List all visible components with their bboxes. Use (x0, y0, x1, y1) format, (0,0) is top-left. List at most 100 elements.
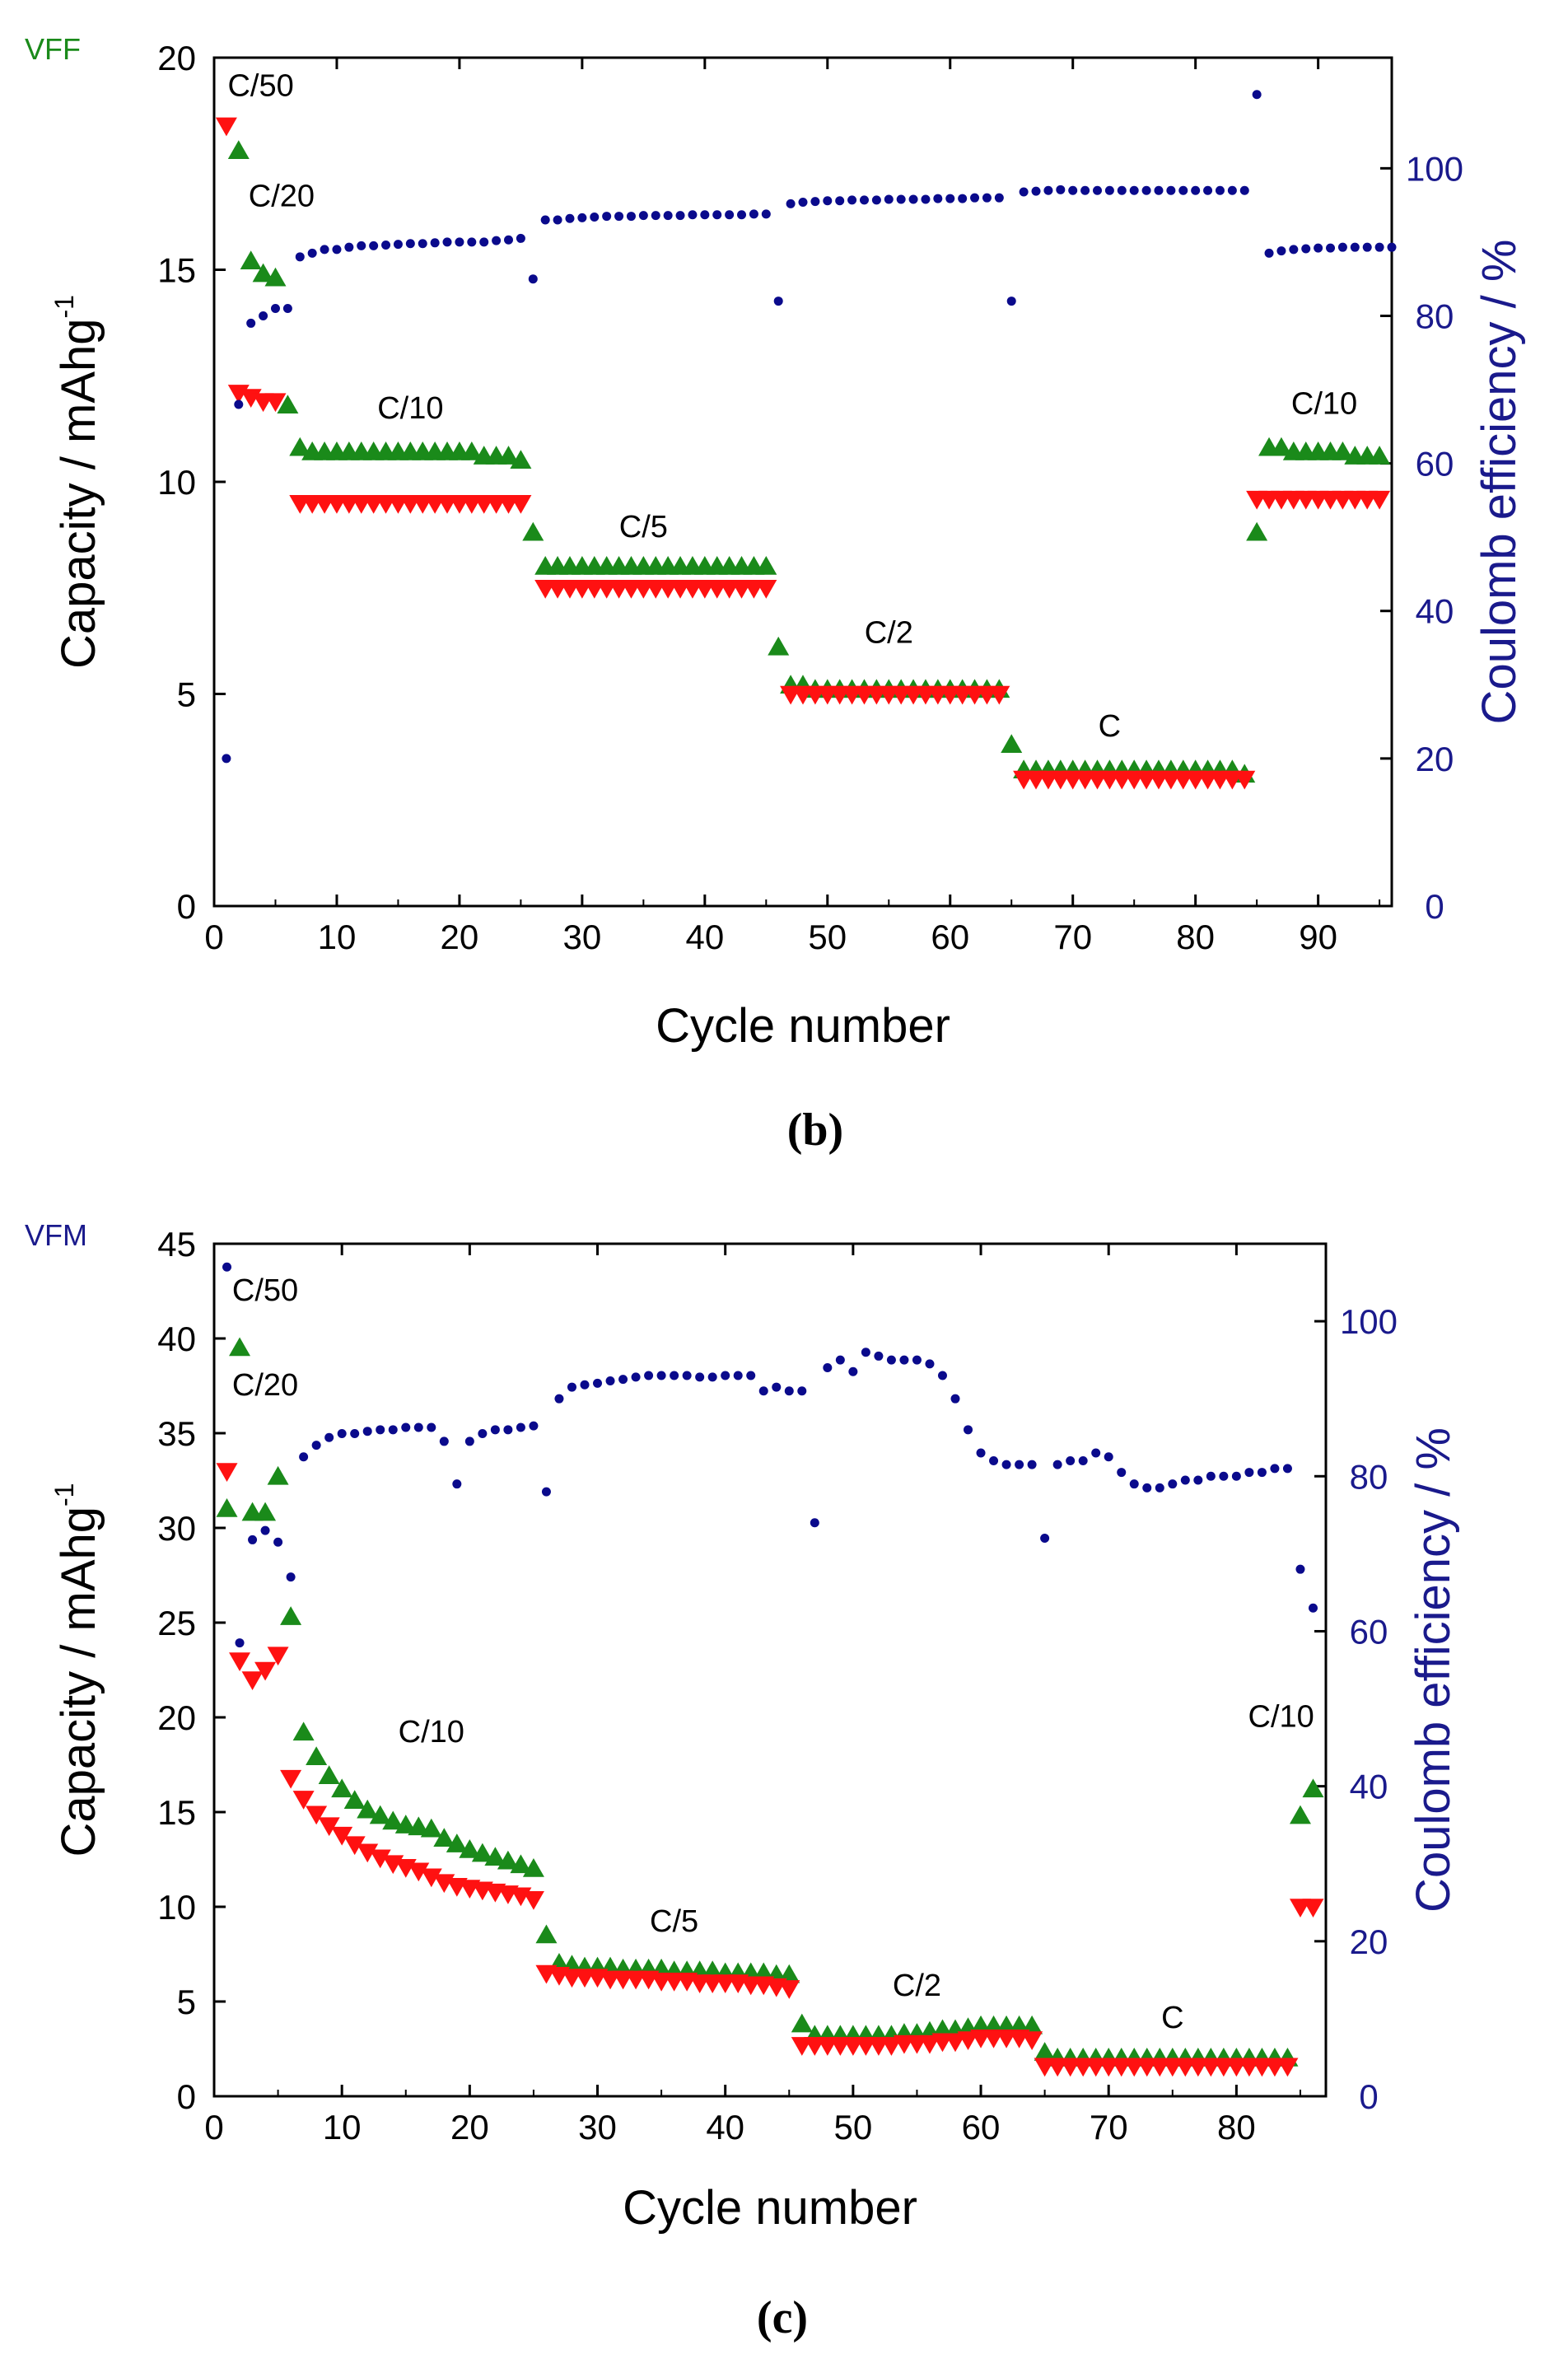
efficiency-point (1264, 248, 1274, 258)
efficiency-point (1080, 185, 1090, 195)
charge-point (1270, 437, 1292, 456)
x-tick-label: 0 (204, 918, 223, 956)
x-axis-label: Cycle number (623, 2181, 917, 2235)
discharge-point (1276, 2058, 1299, 2077)
y-tick-label: 5 (177, 1983, 196, 2021)
efficiency-point (1056, 185, 1066, 194)
efficiency-point (958, 194, 968, 203)
efficiency-point (614, 212, 624, 222)
charge-point (216, 1498, 238, 1517)
y2-tick-label: 100 (1340, 1302, 1398, 1341)
charge-point (289, 437, 311, 456)
charge-point (522, 1858, 544, 1877)
efficiency-point (320, 245, 329, 255)
efficiency-point (1093, 185, 1102, 195)
efficiency-point (464, 1436, 474, 1446)
y-tick-label: 15 (157, 251, 196, 290)
efficiency-point (1166, 185, 1176, 195)
efficiency-point (1276, 246, 1286, 256)
y2-tick-label: 40 (1350, 1768, 1388, 1806)
discharge-point (254, 1661, 277, 1681)
efficiency-point (964, 1425, 973, 1435)
discharge-point (510, 495, 532, 514)
y2-tick-label: 40 (1416, 592, 1454, 631)
efficiency-point (810, 1518, 819, 1528)
efficiency-point (1155, 1483, 1164, 1492)
charge-point (1001, 734, 1023, 754)
y-axis-label-superscript: -1 (49, 295, 79, 318)
sample-label: VFM (25, 1218, 87, 1252)
discharge-point (215, 117, 237, 137)
efficiency-point (1027, 1460, 1037, 1469)
y-tick-label: 10 (157, 463, 196, 502)
efficiency-point (541, 1487, 551, 1497)
rate-annotation: C (1099, 709, 1121, 744)
rate-annotation: C/50 (227, 68, 293, 103)
efficiency-point (1068, 185, 1078, 195)
efficiency-point (1104, 185, 1114, 195)
efficiency-point (282, 304, 292, 314)
efficiency-point (848, 1366, 858, 1376)
y-axis-label: Capacity / mAhg-1 (49, 1483, 105, 1857)
efficiency-point (504, 235, 513, 245)
discharge-point (988, 685, 1010, 705)
discharge-point (306, 1805, 328, 1825)
efficiency-point (344, 242, 354, 252)
charge-point (229, 1337, 251, 1357)
charge-point (408, 1816, 430, 1836)
charge-point (1332, 441, 1354, 460)
efficiency-point (1154, 185, 1164, 195)
chart-panel-c: 0 10 20 30 40 50 60 70 80 0 5 10 15 20 25 30 35 40 45 0 20 40… (25, 1218, 1460, 2343)
efficiency-point (675, 211, 685, 221)
efficiency-point (401, 1422, 411, 1432)
efficiency-point (773, 297, 783, 306)
x-tick-label: 10 (323, 2108, 362, 2146)
efficiency-point (427, 1422, 436, 1432)
efficiency-point (1301, 244, 1311, 254)
efficiency-point (896, 194, 906, 204)
rate-annotation: C/2 (893, 1969, 941, 2003)
series-discharge (216, 1463, 1324, 2077)
efficiency-point (590, 212, 600, 222)
rate-annotation: C/5 (650, 1904, 698, 1939)
efficiency-point (656, 1371, 666, 1380)
charge-point (292, 1721, 315, 1741)
charge-point (471, 1843, 493, 1862)
charge-point (1289, 1805, 1311, 1824)
efficiency-point (1117, 185, 1127, 195)
efficiency-point (299, 1452, 309, 1462)
y-tick-label: 40 (157, 1320, 196, 1358)
charge-point (252, 263, 274, 283)
efficiency-point (950, 1394, 960, 1404)
efficiency-point (529, 1421, 539, 1431)
y-axis-label-text: Capacity / mAhg (52, 1506, 105, 1857)
charge-point (394, 1815, 417, 1833)
discharge-point (241, 1671, 264, 1690)
efficiency-point (663, 211, 673, 221)
charge-point (446, 1833, 468, 1852)
efficiency-point (1180, 1475, 1190, 1485)
y-tick-label: 10 (157, 1888, 196, 1927)
efficiency-point (442, 237, 452, 247)
efficiency-point (248, 1535, 258, 1544)
efficiency-point (357, 241, 366, 250)
efficiency-point (994, 193, 1004, 203)
x-tick-label: 30 (563, 918, 602, 956)
x-tick-label: 70 (1053, 918, 1092, 956)
rate-annotation: C/20 (249, 179, 315, 213)
efficiency-point (286, 1572, 296, 1582)
rate-annotation: C/5 (619, 510, 668, 544)
efficiency-point (1270, 1464, 1280, 1474)
y2-axis-label: Coulomb efficiency / % (1472, 240, 1526, 725)
y2-tick-label: 0 (1359, 2077, 1378, 2116)
efficiency-point (1001, 1460, 1011, 1469)
efficiency-point (324, 1432, 334, 1442)
rate-annotation: C/2 (865, 616, 913, 651)
efficiency-point (388, 1425, 398, 1435)
efficiency-point (430, 238, 440, 248)
discharge-point (264, 393, 287, 413)
charge-point (420, 1818, 442, 1838)
efficiency-point (982, 193, 992, 203)
y-axis-label-text: Capacity / mAhg (52, 318, 105, 669)
efficiency-point (835, 196, 845, 206)
